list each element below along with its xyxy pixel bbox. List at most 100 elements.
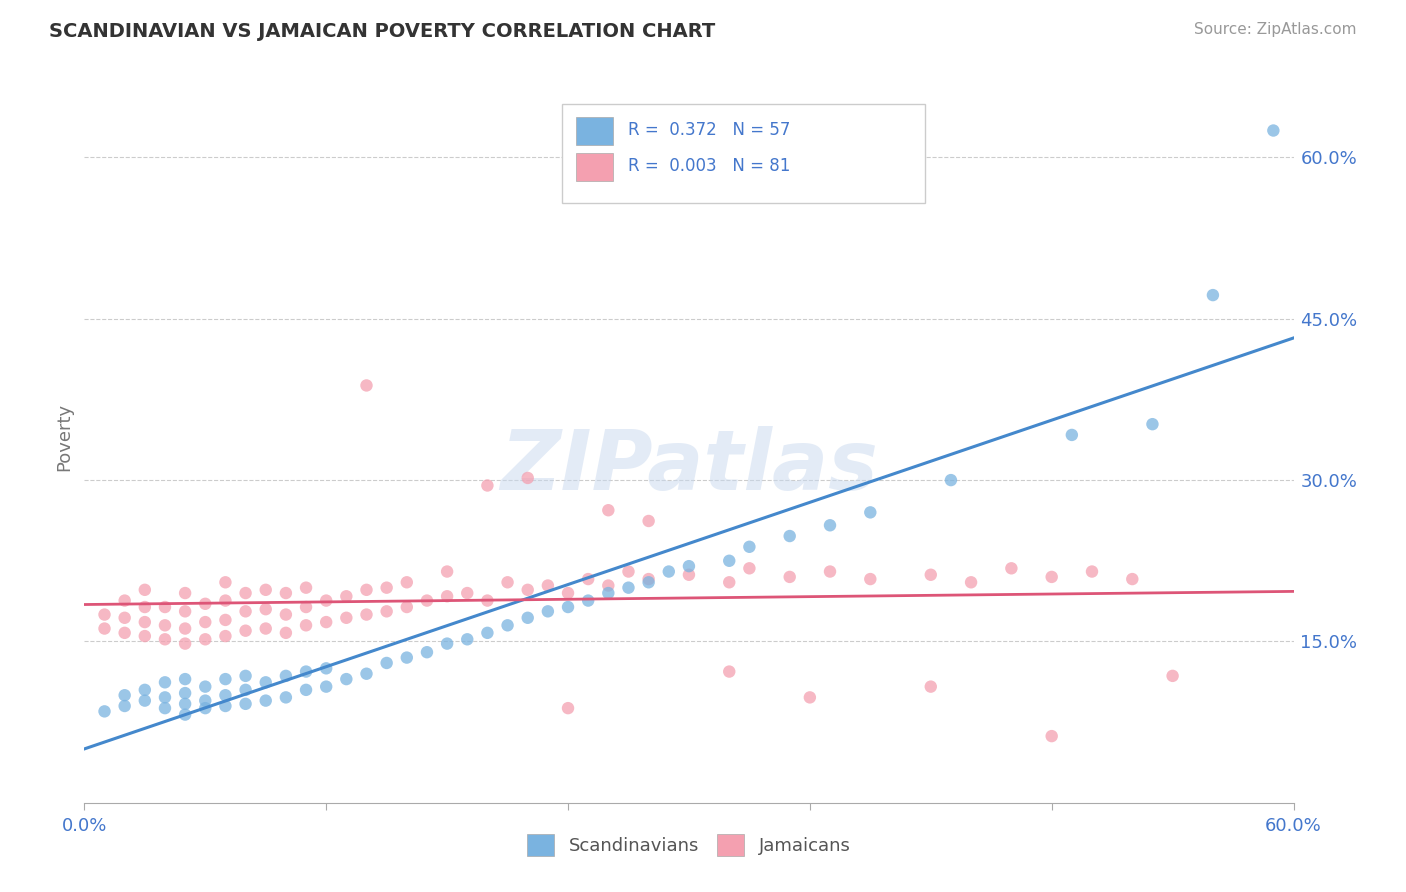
Point xyxy=(617,581,640,595)
Point xyxy=(356,378,378,392)
Point xyxy=(1161,669,1184,683)
Point xyxy=(235,604,257,618)
Point xyxy=(678,559,700,574)
Point xyxy=(214,688,236,702)
Point xyxy=(356,666,378,681)
Point xyxy=(779,529,801,543)
Point xyxy=(859,572,882,586)
Point xyxy=(315,680,337,694)
Point xyxy=(920,567,942,582)
Point xyxy=(395,600,418,615)
Point xyxy=(436,637,458,651)
Point xyxy=(1060,428,1083,442)
Point xyxy=(274,669,297,683)
Point xyxy=(1142,417,1164,432)
Point xyxy=(859,505,882,519)
Point xyxy=(718,575,741,590)
Point xyxy=(477,625,499,640)
Point xyxy=(174,672,197,686)
Point xyxy=(174,637,197,651)
FancyBboxPatch shape xyxy=(562,104,925,203)
Legend: Scandinavians, Jamaicans: Scandinavians, Jamaicans xyxy=(520,827,858,863)
Point xyxy=(678,567,700,582)
FancyBboxPatch shape xyxy=(576,153,613,181)
Point xyxy=(315,593,337,607)
Point xyxy=(477,593,499,607)
Point xyxy=(537,604,560,618)
Point xyxy=(194,632,217,647)
Point xyxy=(335,589,357,603)
Text: ZIPatlas: ZIPatlas xyxy=(501,425,877,507)
Point xyxy=(456,586,478,600)
Point xyxy=(738,540,761,554)
Point xyxy=(1263,123,1285,137)
Point xyxy=(416,645,439,659)
Point xyxy=(576,593,599,607)
Point xyxy=(174,586,197,600)
Point xyxy=(557,701,579,715)
Point xyxy=(194,680,217,694)
Point xyxy=(194,615,217,629)
Point xyxy=(174,604,197,618)
Point xyxy=(456,632,478,647)
Point xyxy=(274,607,297,622)
Y-axis label: Poverty: Poverty xyxy=(55,403,73,471)
Point xyxy=(295,581,318,595)
Text: Source: ZipAtlas.com: Source: ZipAtlas.com xyxy=(1194,22,1357,37)
Point xyxy=(214,593,236,607)
Point xyxy=(436,565,458,579)
Point xyxy=(1000,561,1022,575)
Point xyxy=(194,693,217,707)
Point xyxy=(174,707,197,722)
Point xyxy=(395,650,418,665)
Point xyxy=(174,697,197,711)
Point xyxy=(477,478,499,492)
Point xyxy=(598,578,620,592)
Point xyxy=(93,622,115,636)
FancyBboxPatch shape xyxy=(576,117,613,145)
Point xyxy=(375,604,398,618)
Point xyxy=(134,615,156,629)
Point xyxy=(658,565,681,579)
Point xyxy=(254,602,277,616)
Point xyxy=(395,575,418,590)
Point xyxy=(194,597,217,611)
Point xyxy=(153,600,176,615)
Point xyxy=(254,622,277,636)
Point xyxy=(496,575,519,590)
Point xyxy=(1081,565,1104,579)
Point xyxy=(375,581,398,595)
Point xyxy=(274,690,297,705)
Point xyxy=(214,672,236,686)
Point xyxy=(315,615,337,629)
Point xyxy=(416,593,439,607)
Point xyxy=(295,665,318,679)
Point xyxy=(617,565,640,579)
Point xyxy=(114,593,136,607)
Point xyxy=(799,690,821,705)
Point xyxy=(153,618,176,632)
Point xyxy=(235,586,257,600)
Point xyxy=(295,600,318,615)
Point xyxy=(557,586,579,600)
Point xyxy=(779,570,801,584)
Point xyxy=(153,690,176,705)
Point xyxy=(598,586,620,600)
Point xyxy=(174,622,197,636)
Point xyxy=(960,575,983,590)
Point xyxy=(1121,572,1143,586)
Point xyxy=(214,629,236,643)
Point xyxy=(235,682,257,697)
Point xyxy=(114,698,136,713)
Point xyxy=(576,572,599,586)
Point xyxy=(93,705,115,719)
Point xyxy=(235,669,257,683)
Point xyxy=(93,607,115,622)
Point xyxy=(1040,729,1063,743)
Point xyxy=(1040,570,1063,584)
Point xyxy=(235,697,257,711)
Point xyxy=(134,693,156,707)
Point xyxy=(254,675,277,690)
Point xyxy=(274,586,297,600)
Point xyxy=(516,582,538,597)
